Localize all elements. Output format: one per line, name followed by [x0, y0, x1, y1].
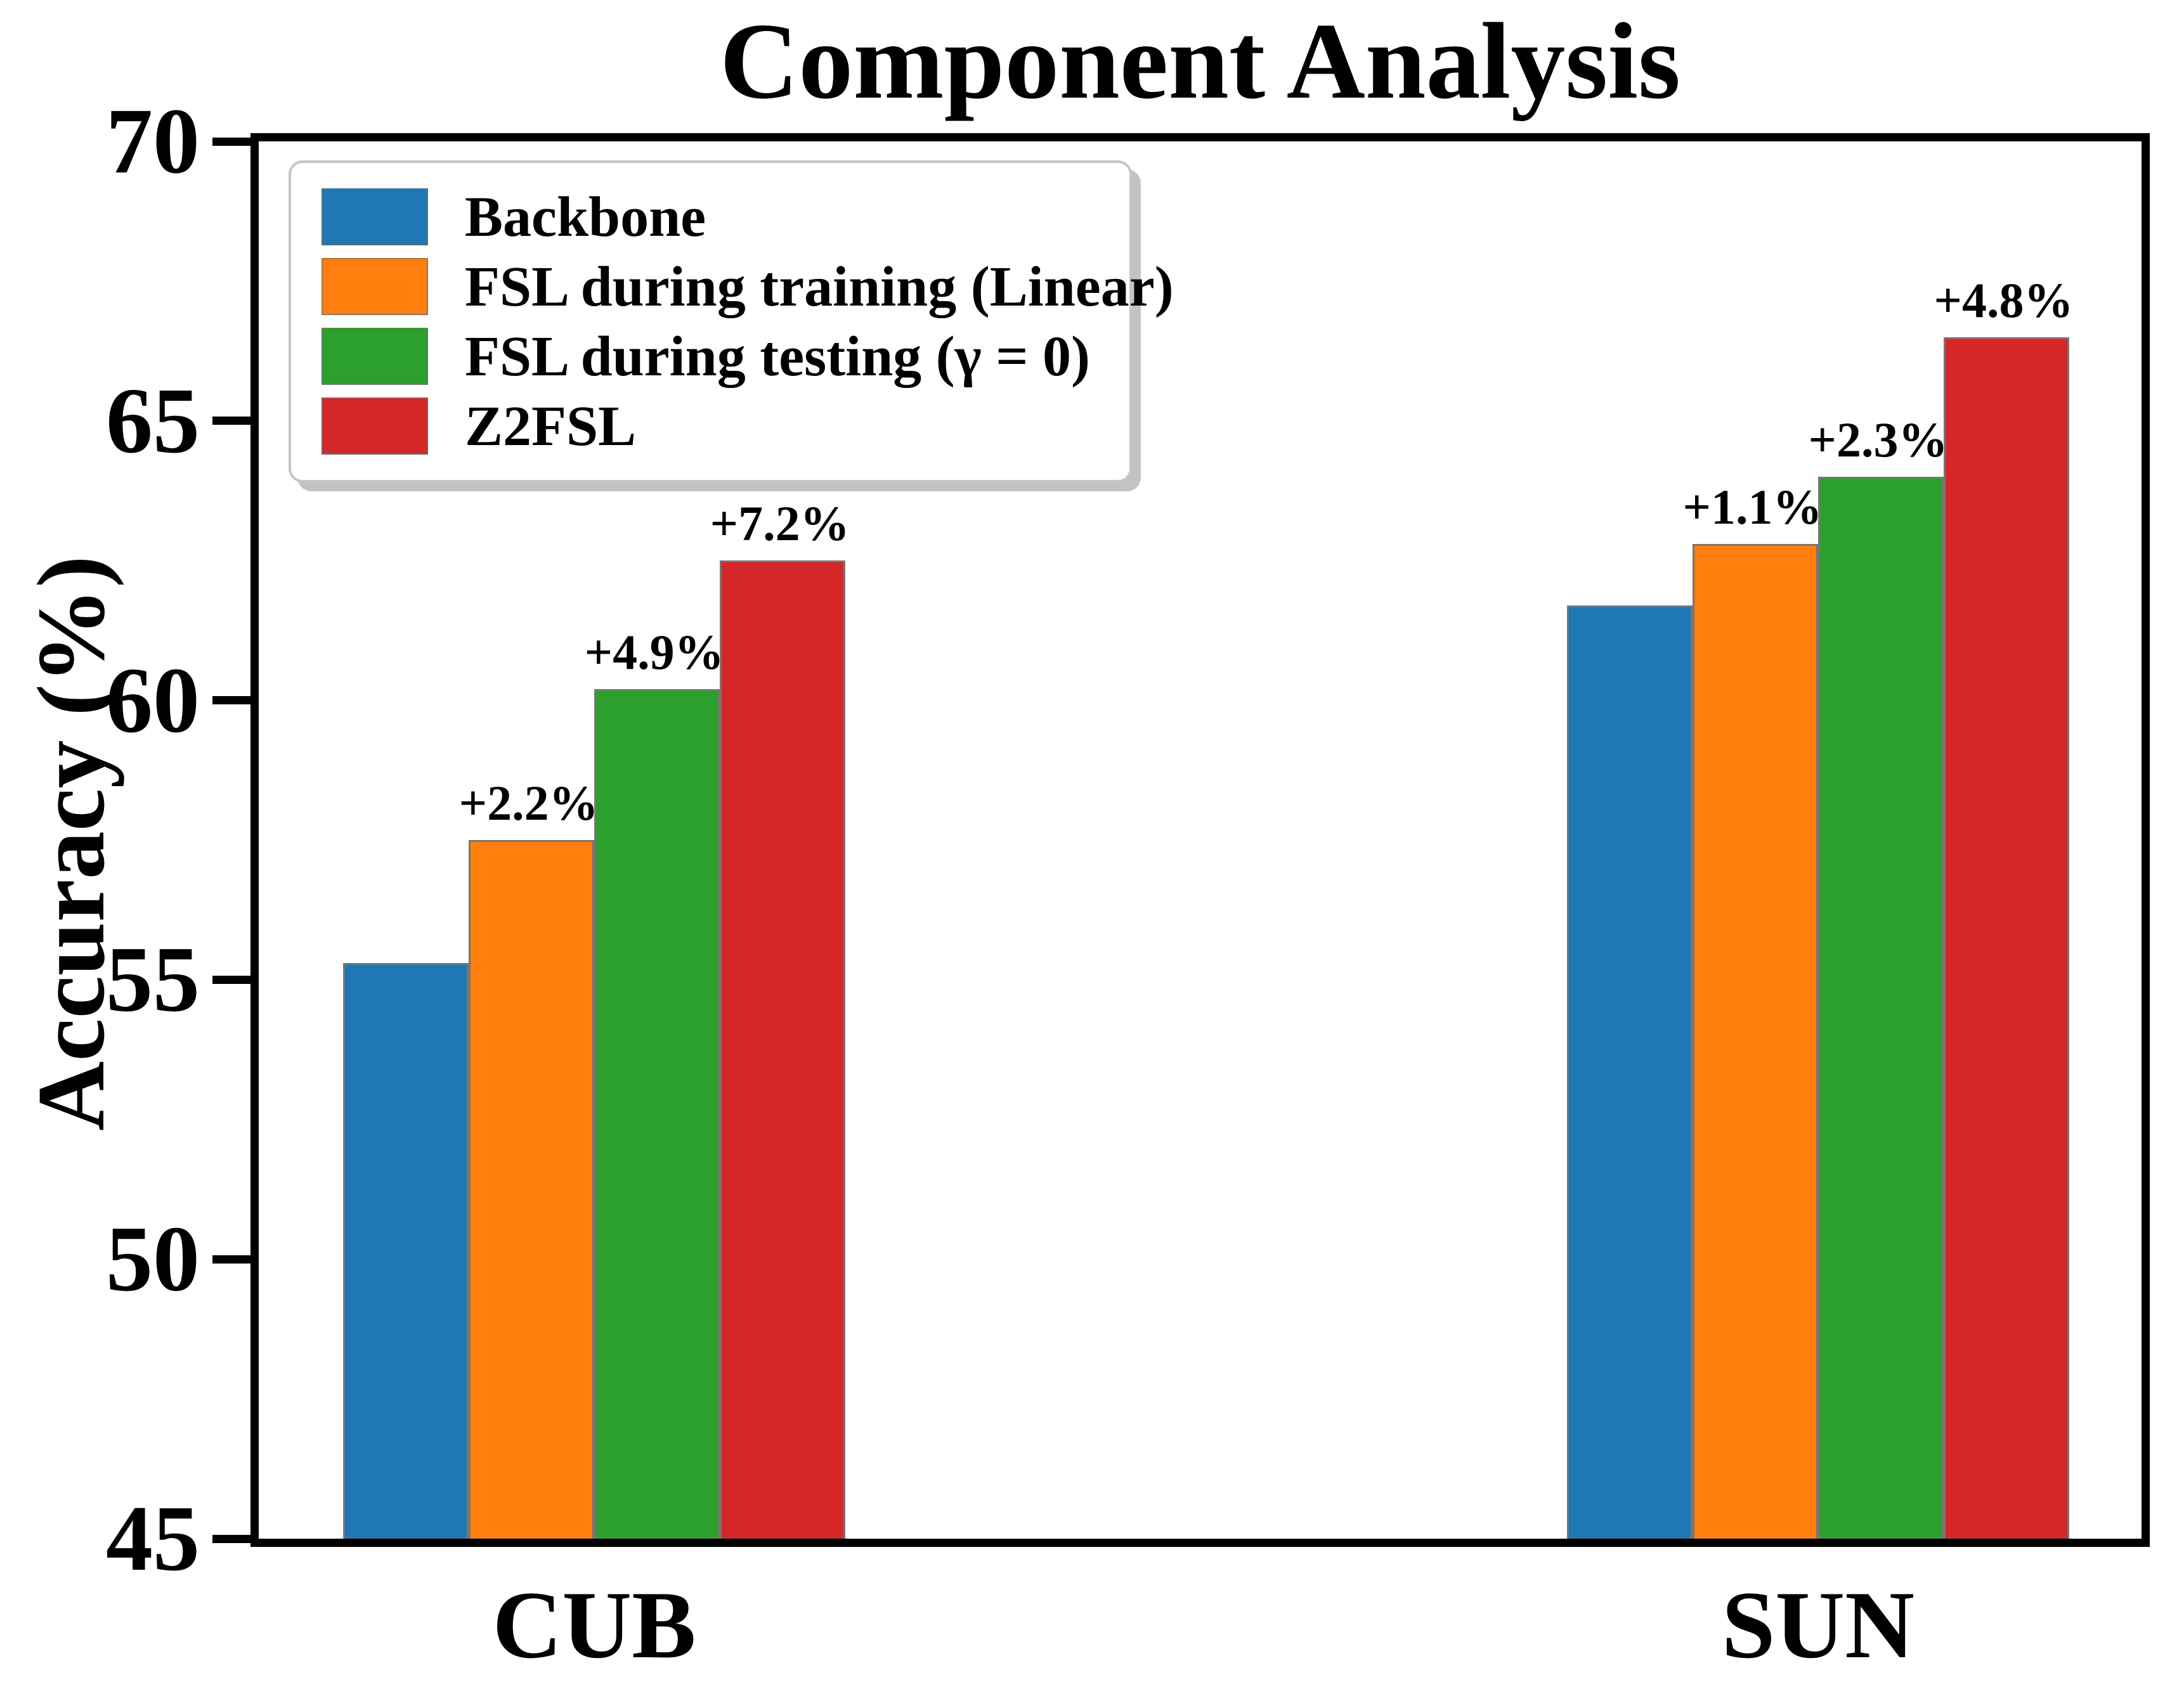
legend-item-label: Backbone	[465, 185, 706, 249]
y-tick-label: 55	[106, 928, 200, 1032]
bar-SUN-0	[1566, 605, 1693, 1539]
y-tick-label: 45	[106, 1487, 200, 1591]
bar-SUN-3	[1943, 337, 2069, 1539]
bar-CUB-2	[594, 689, 720, 1539]
y-tick-label: 70	[106, 89, 200, 193]
bar-annotation: +7.2%	[710, 496, 850, 552]
legend-item-label: FSL during training (Linear)	[465, 255, 1174, 318]
bar-annotation: +4.8%	[1934, 272, 2074, 328]
bar-annotation: +2.2%	[458, 775, 599, 831]
legend: Backbone FSL during training (Linear) FSL …	[289, 160, 1174, 482]
y-tick	[212, 1255, 250, 1264]
legend-swatch	[322, 188, 428, 245]
bar-annotation: +1.1%	[1682, 479, 1823, 534]
legend-item-label: Z2FSL	[465, 394, 637, 458]
legend-item-label: FSL during testing (γ = 0)	[465, 325, 1091, 388]
chart-title: Component Analysis	[720, 1, 1680, 122]
bar-CUB-0	[343, 962, 469, 1539]
bar-annotation: +2.3%	[1808, 411, 1948, 467]
y-tick-label: 50	[106, 1207, 200, 1312]
y-tick	[212, 975, 250, 984]
y-tick	[212, 696, 250, 705]
plot-area	[250, 133, 2150, 1547]
legend-item-3: Z2FSL	[322, 394, 1099, 459]
bar-CUB-1	[469, 840, 595, 1539]
bar-CUB-3	[720, 560, 846, 1539]
legend-item-1: FSL during training (Linear)	[322, 254, 1174, 320]
legend-swatch	[322, 328, 428, 385]
bar-annotation: +4.9%	[584, 624, 724, 680]
y-tick	[212, 1534, 250, 1543]
y-axis-label: Accuracy (%)	[18, 555, 124, 1131]
legend-item-2: FSL during testing (γ = 0)	[322, 324, 1099, 389]
y-tick-label: 65	[106, 368, 200, 473]
x-category-label: SUN	[1721, 1572, 1914, 1678]
y-tick-label: 60	[106, 648, 200, 753]
legend-swatch	[322, 398, 428, 455]
legend-swatch	[322, 258, 428, 315]
x-category-label: CUB	[492, 1572, 696, 1678]
bar-SUN-2	[1817, 476, 1944, 1539]
legend-item-0: Backbone	[322, 184, 1099, 250]
y-tick	[212, 137, 250, 146]
y-tick	[212, 417, 250, 425]
bar-SUN-1	[1692, 543, 1818, 1539]
